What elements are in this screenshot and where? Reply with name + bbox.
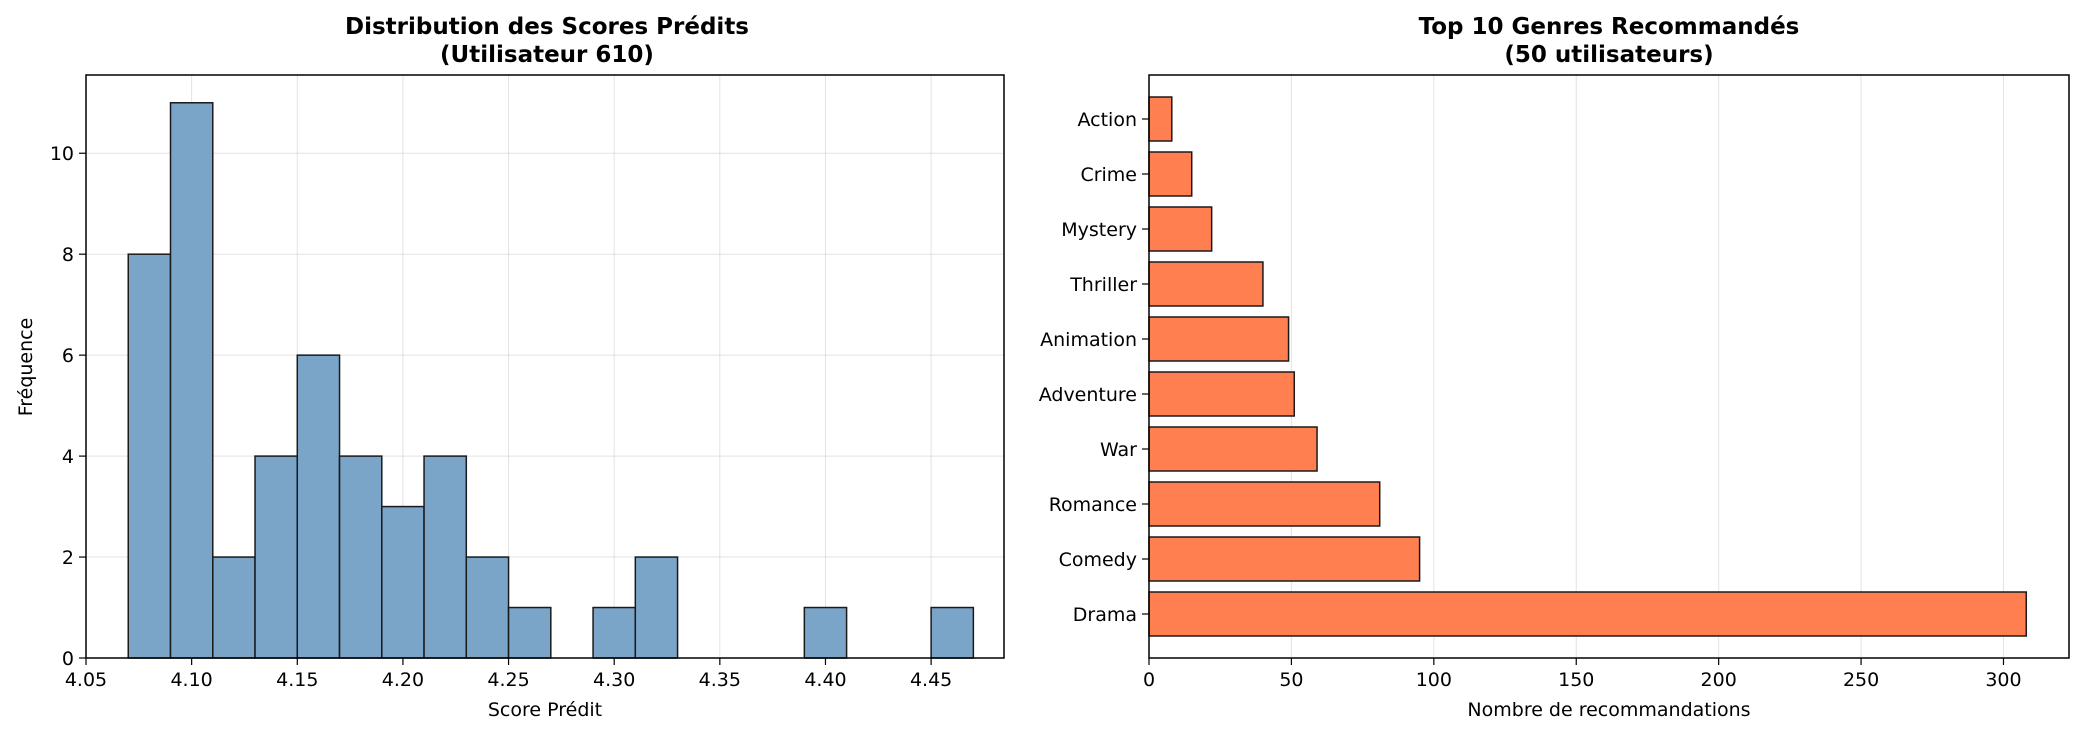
histogram-bar	[254, 455, 299, 659]
histogram-x-tick-label: 4.45	[910, 669, 952, 691]
histogram-bar	[296, 354, 341, 659]
genre-bar	[1148, 316, 1290, 362]
genre-label: Mystery	[1061, 219, 1137, 241]
histogram-bar	[338, 455, 383, 659]
genres-x-tick-label: 150	[1558, 669, 1594, 691]
genres-x-tick-label: 100	[1416, 669, 1452, 691]
histogram-x-tick-label: 4.10	[170, 669, 212, 691]
genres-x-tick-label: 200	[1701, 669, 1737, 691]
genre-bar	[1148, 536, 1421, 582]
histogram-x-axis-label: Score Prédit	[488, 699, 602, 721]
genres-plot-frame	[1148, 74, 2070, 659]
genres-y-ticks: Drama Comedy Romance War Adventure Animation T…	[1039, 109, 1149, 626]
histogram-x-tick-label: 4.30	[593, 669, 635, 691]
histogram-x-tick-label: 4.05	[65, 669, 107, 691]
histogram-bar	[930, 606, 975, 659]
genre-label: Animation	[1040, 329, 1137, 351]
histogram-chart: Distribution des Scores Prédits (Utilisa…	[15, 14, 1005, 721]
genre-bar	[1148, 591, 2028, 637]
histogram-y-tick-label: 4	[62, 446, 74, 468]
genre-label: Drama	[1073, 604, 1137, 626]
histogram-subtitle: (Utilisateur 610)	[440, 42, 654, 68]
histogram-y-axis-label: Fréquence	[15, 318, 37, 417]
histogram-x-tick-label: 4.15	[276, 669, 318, 691]
histogram-y-tick-label: 2	[62, 547, 74, 569]
genre-bar	[1148, 426, 1318, 472]
histogram-bar	[423, 455, 468, 659]
histogram-bar	[507, 606, 552, 659]
histogram-x-tick-label: 4.35	[699, 669, 741, 691]
histogram-y-ticks: 0 2 4 6 8 10	[50, 143, 86, 670]
histogram-bar	[212, 556, 256, 659]
histogram-x-tick-label: 4.20	[382, 669, 424, 691]
genres-bars	[1148, 96, 2028, 637]
histogram-y-tick-label: 0	[62, 648, 74, 670]
histogram-title: Distribution des Scores Prédits	[345, 14, 749, 40]
histogram-bar	[127, 253, 172, 659]
genres-x-tick-label: 50	[1279, 669, 1303, 691]
histogram-bar	[381, 505, 425, 659]
genre-label: Crime	[1080, 164, 1137, 186]
histogram-bar	[634, 556, 679, 659]
histogram-x-tick-label: 4.40	[804, 669, 846, 691]
histogram-x-tick-label: 4.25	[487, 669, 529, 691]
genre-label: Adventure	[1039, 384, 1137, 406]
histogram-bar	[592, 606, 637, 659]
genres-x-tick-label: 300	[1985, 669, 2021, 691]
genres-chart-title: Top 10 Genres Recommandés	[1419, 14, 1800, 40]
genre-label: Romance	[1049, 494, 1137, 516]
histogram-x-ticks: 4.05 4.10 4.15 4.20 4.25 4.30 4.35 4.40 4.45	[65, 658, 952, 691]
genre-bar	[1148, 371, 1296, 417]
genres-bar-chart: Top 10 Genres Recommandés (50 utilisateu…	[1039, 14, 2070, 721]
genre-bar	[1148, 206, 1213, 252]
histogram-bar	[465, 556, 510, 659]
genres-x-tick-label: 0	[1143, 669, 1155, 691]
genres-chart-subtitle: (50 utilisateurs)	[1504, 42, 1713, 68]
genres-x-tick-label: 250	[1843, 669, 1879, 691]
histogram-bar	[169, 102, 214, 659]
genres-x-ticks: 0 50 100 150 200 250 300	[1143, 658, 2022, 691]
histogram-y-tick-label: 8	[62, 244, 74, 266]
genre-label: War	[1100, 439, 1137, 461]
histogram-y-tick-label: 10	[50, 143, 74, 165]
histogram-bars	[127, 102, 975, 659]
genre-label: Thriller	[1069, 274, 1137, 296]
histogram-plot-frame	[85, 74, 1005, 659]
genre-bar	[1148, 481, 1381, 527]
genre-bar	[1148, 261, 1264, 307]
genres-grid	[1148, 75, 2004, 658]
genres-x-axis-label: Nombre de recommandations	[1467, 699, 1750, 721]
genre-bar	[1148, 151, 1193, 197]
histogram-bar	[803, 606, 848, 659]
genre-label: Comedy	[1059, 549, 1137, 571]
genre-label: Action	[1077, 109, 1137, 131]
histogram-y-tick-label: 6	[62, 345, 74, 367]
genre-bar	[1148, 96, 1173, 142]
